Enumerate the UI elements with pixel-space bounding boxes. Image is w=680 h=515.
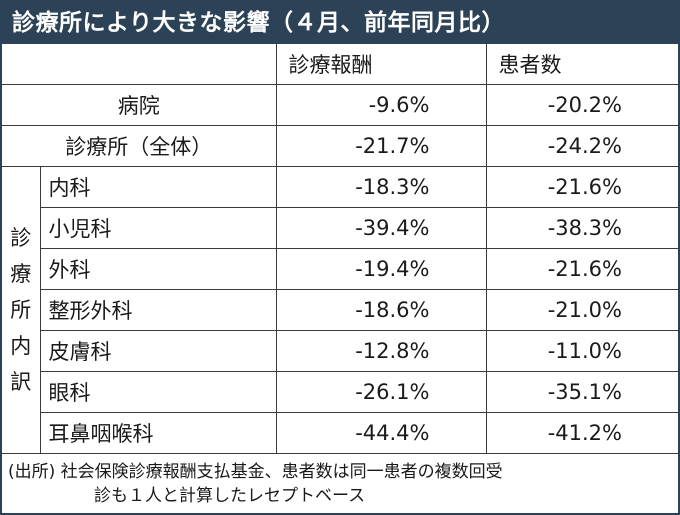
header-patients: 患者数 [485, 44, 678, 85]
footnote-line: 診も１人と計算したレセプトベース [94, 486, 366, 506]
patients-value: -21.0% [485, 289, 678, 331]
header-row: 診療報酬 患者数 [2, 44, 678, 85]
reward-value: -19.4% [275, 248, 487, 290]
reward-value: -21.7% [275, 125, 487, 167]
reward-value: -9.6% [275, 84, 487, 126]
row-label: 病院 [2, 84, 277, 126]
row-label: 小児科 [40, 207, 277, 249]
data-table: 診療報酬 患者数 病院 -9.6% -20.2% 診療所（全体） -21.7% … [2, 44, 678, 454]
patients-value: -11.0% [485, 330, 678, 372]
row-label: 診療所（全体） [2, 125, 277, 167]
group-label-char: 内 [10, 334, 32, 358]
reward-value: -12.8% [275, 330, 487, 372]
figure-title: 診療所により大きな影響（４月、前年同月比） [2, 2, 678, 44]
table-row: 診療所（全体） -21.7% -24.2% [2, 125, 678, 167]
row-label: 外科 [40, 248, 277, 290]
reward-value: -18.6% [275, 289, 487, 331]
header-empty-cell [2, 44, 277, 85]
reward-value: -26.1% [275, 371, 487, 413]
table-row: 診 療 所 内 訳 内科 -18.3% -21.6% [2, 166, 678, 454]
reward-value: -18.3% [275, 166, 487, 208]
table-row: 皮膚科 -12.8% -11.0% [2, 330, 678, 372]
header-reward: 診療報酬 [275, 44, 487, 85]
reward-value: -39.4% [275, 207, 487, 249]
table-row: 眼科 -26.1% -35.1% [2, 371, 678, 413]
patients-value: -35.1% [485, 371, 678, 413]
patients-value: -20.2% [485, 84, 678, 126]
group-label-char: 診 [10, 226, 32, 250]
table-row: 小児科 -39.4% -38.3% [2, 207, 678, 249]
row-label: 整形外科 [40, 289, 277, 331]
table-row: 病院 -9.6% -20.2% [2, 84, 678, 126]
group-label-char: 療 [10, 262, 32, 286]
patients-value: -21.6% [485, 166, 678, 208]
row-label: 内科 [39, 166, 277, 208]
row-label: 皮膚科 [40, 330, 277, 372]
breakdown-group-label: 診 療 所 内 訳 [2, 166, 41, 454]
row-label: 耳鼻咽喉科 [40, 412, 277, 454]
footnote-line: (出所) 社会保険診療報酬支払基金、患者数は同一患者の複数回受 [8, 462, 503, 482]
table-row: 外科 -19.4% -21.6% [2, 248, 678, 290]
group-label-char: 所 [10, 298, 32, 322]
patients-value: -21.6% [485, 248, 678, 290]
patients-value: -41.2% [485, 412, 678, 454]
reward-value: -44.4% [275, 412, 487, 454]
row-label: 眼科 [40, 371, 277, 413]
source-footnote: (出所) 社会保険診療報酬支払基金、患者数は同一患者の複数回受 診も１人と計算し… [2, 454, 678, 508]
table-row: 耳鼻咽喉科 -44.4% -41.2% [2, 412, 678, 454]
group-label-char: 訳 [10, 370, 32, 394]
patients-value: -24.2% [485, 125, 678, 167]
table-row: 整形外科 -18.6% -21.0% [2, 289, 678, 331]
patients-value: -38.3% [485, 207, 678, 249]
